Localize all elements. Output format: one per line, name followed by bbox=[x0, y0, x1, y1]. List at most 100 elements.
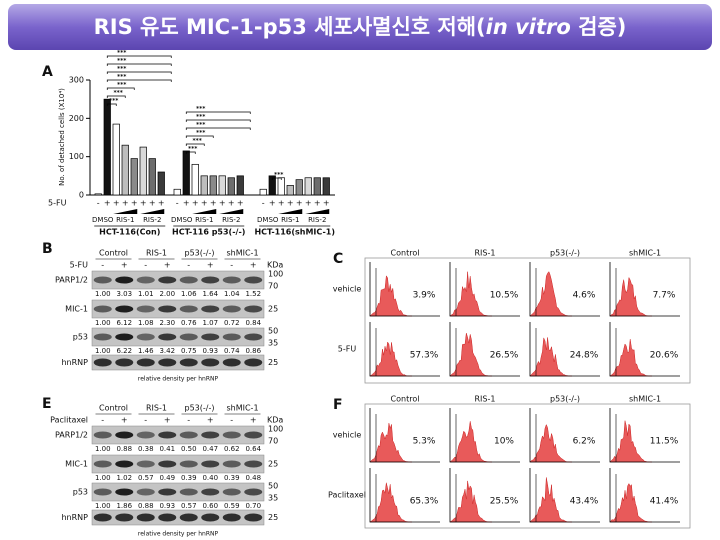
blot-band bbox=[93, 513, 112, 522]
density-value: 0.41 bbox=[159, 445, 175, 453]
density-value: 0.59 bbox=[224, 502, 240, 510]
sig-bracket bbox=[185, 151, 196, 154]
density-value: 0.72 bbox=[224, 319, 240, 327]
row-name: hnRNP bbox=[61, 358, 88, 367]
sig-marker: *** bbox=[196, 106, 206, 113]
percent-value: 5.3% bbox=[413, 437, 436, 447]
blot-band bbox=[136, 431, 155, 439]
group-name: HCT-116 p53(-/-) bbox=[172, 228, 245, 237]
density-value: 1.64 bbox=[202, 290, 218, 298]
blot-band bbox=[136, 513, 155, 522]
lane-header: shMIC-1 bbox=[226, 249, 258, 258]
y-tick-label: 100 bbox=[69, 152, 84, 161]
sub-label: DMSO bbox=[257, 216, 279, 224]
density-value: 0.47 bbox=[202, 445, 218, 453]
treatment-sign: + bbox=[296, 199, 303, 208]
blot-band bbox=[244, 488, 263, 496]
treatment-sign: + bbox=[192, 199, 199, 208]
treatment-sign: + bbox=[121, 261, 128, 270]
title-part: 검증) bbox=[571, 15, 627, 39]
treatment-sign: - bbox=[262, 199, 265, 208]
bar bbox=[182, 150, 190, 196]
blot-band bbox=[222, 431, 241, 439]
treatment-sign: - bbox=[144, 416, 147, 425]
percent-value: 24.8% bbox=[570, 351, 599, 361]
histogram bbox=[609, 483, 653, 523]
treatment-sign: - bbox=[230, 261, 233, 270]
density-value: 0.64 bbox=[245, 445, 261, 453]
column-header: RIS-1 bbox=[475, 395, 496, 404]
density-value: 0.76 bbox=[181, 319, 197, 327]
sig-bracket bbox=[271, 177, 282, 180]
blot-band bbox=[201, 431, 220, 439]
density-value: 1.08 bbox=[138, 319, 154, 327]
sig-bracket bbox=[106, 103, 117, 106]
bar bbox=[139, 146, 147, 196]
treatment-sign: + bbox=[201, 199, 208, 208]
histogram-axes bbox=[449, 262, 520, 317]
y-tick-label: 300 bbox=[69, 76, 84, 85]
panel-label: F bbox=[333, 397, 343, 413]
sig-bracket bbox=[106, 55, 172, 58]
kda-marker: 25 bbox=[268, 460, 278, 469]
bar bbox=[130, 158, 138, 196]
treatment-sign: - bbox=[144, 261, 147, 270]
histogram-axes bbox=[369, 408, 440, 463]
sub-label: RIS-2 bbox=[222, 216, 240, 224]
blot-band bbox=[201, 333, 220, 341]
sig-bracket bbox=[106, 87, 135, 90]
lane-header: p53(-/-) bbox=[185, 249, 215, 258]
percent-value: 6.2% bbox=[573, 437, 596, 447]
treatment-sign: + bbox=[121, 416, 128, 425]
treatment-sign: + bbox=[228, 199, 235, 208]
column-header: Control bbox=[391, 249, 420, 258]
sig-marker: *** bbox=[193, 138, 203, 145]
treatment-sign: + bbox=[131, 199, 138, 208]
blot-band bbox=[93, 333, 112, 341]
treatment-sign: + bbox=[207, 416, 214, 425]
kda-marker: 35 bbox=[268, 339, 278, 348]
sub-label: DMSO bbox=[92, 216, 114, 224]
histogram-axes bbox=[369, 262, 440, 317]
sub-label: DMSO bbox=[171, 216, 193, 224]
density-value: 6.12 bbox=[116, 319, 132, 327]
bar bbox=[259, 188, 267, 196]
treatment-sign: + bbox=[183, 199, 190, 208]
bar bbox=[157, 171, 165, 196]
blot-band bbox=[201, 460, 220, 468]
percent-value: 11.5% bbox=[650, 437, 679, 447]
sig-marker: *** bbox=[109, 98, 119, 105]
row-name: p53 bbox=[73, 333, 88, 342]
treatment-sign: + bbox=[323, 199, 330, 208]
treatment-sign: - bbox=[101, 261, 104, 270]
sig-marker: *** bbox=[196, 114, 206, 121]
sig-marker: *** bbox=[117, 74, 127, 81]
row-name: MIC-1 bbox=[65, 305, 88, 314]
blot-band bbox=[244, 305, 263, 313]
treatment-sign: - bbox=[230, 416, 233, 425]
density-value: 0.70 bbox=[245, 502, 261, 510]
caption: relative density per hnRNP bbox=[138, 376, 219, 383]
density-value: 1.04 bbox=[224, 290, 240, 298]
dose-ramp bbox=[140, 209, 165, 214]
treatment-sign: + bbox=[269, 199, 276, 208]
lane-header: Control bbox=[99, 404, 128, 413]
blot-band bbox=[201, 305, 220, 313]
density-value: 1.52 bbox=[245, 290, 261, 298]
histogram bbox=[449, 421, 493, 463]
percent-value: 3.9% bbox=[413, 291, 436, 301]
header-bar bbox=[8, 4, 712, 50]
density-value: 0.40 bbox=[202, 474, 218, 482]
row-name: PARP1/2 bbox=[55, 431, 88, 440]
row-name: vehicle bbox=[333, 431, 362, 440]
density-value: 1.01 bbox=[138, 290, 154, 298]
histogram bbox=[529, 477, 573, 523]
title: RIS 유도 MIC-1-p53 세포사멸신호 저해(in vitro 검증) bbox=[94, 15, 627, 39]
kda-marker: 25 bbox=[268, 305, 278, 314]
row-name: Paclitaxel bbox=[328, 491, 366, 500]
blot-band bbox=[158, 460, 177, 468]
sig-marker: *** bbox=[117, 82, 127, 89]
blot-band bbox=[179, 513, 198, 522]
blot-band bbox=[201, 513, 220, 522]
